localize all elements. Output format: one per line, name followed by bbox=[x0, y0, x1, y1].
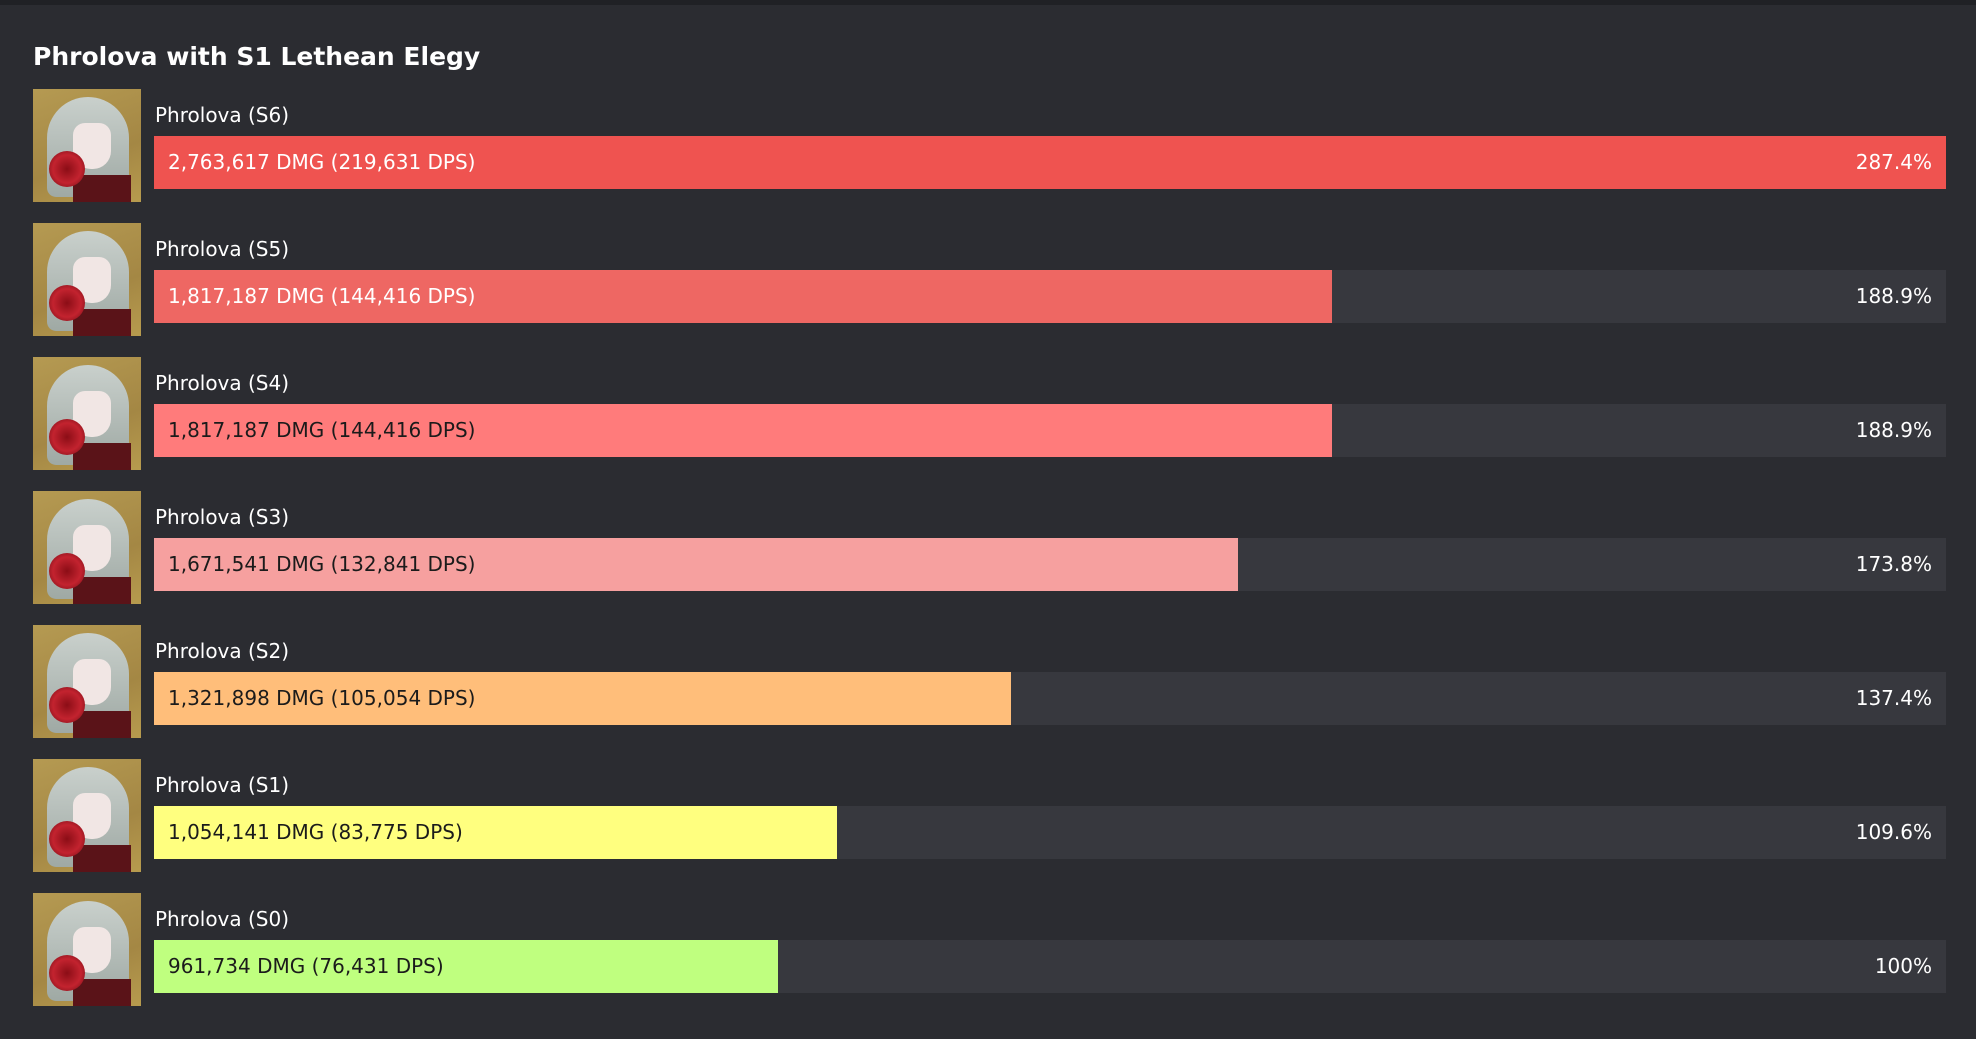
damage-label: 1,054,141 DMG (83,775 DPS) bbox=[168, 820, 463, 844]
character-name: Phrolova (S1) bbox=[155, 773, 290, 797]
list-item: Phrolova (S5) 1,817,187 DMG (144,416 DPS… bbox=[33, 223, 1946, 336]
top-border bbox=[0, 0, 1976, 5]
damage-bar-fill bbox=[154, 270, 1332, 323]
damage-bar-track: 1,054,141 DMG (83,775 DPS) 109.6% bbox=[154, 806, 1946, 859]
list-item: Phrolova (S0) 961,734 DMG (76,431 DPS) 1… bbox=[33, 893, 1946, 1006]
percent-label: 188.9% bbox=[1855, 418, 1932, 442]
list-item: Phrolova (S2) 1,321,898 DMG (105,054 DPS… bbox=[33, 625, 1946, 738]
damage-bar-fill bbox=[154, 806, 838, 859]
damage-label: 2,763,617 DMG (219,631 DPS) bbox=[168, 150, 476, 174]
percent-label: 137.4% bbox=[1855, 686, 1932, 710]
damage-bar-fill bbox=[154, 672, 1011, 725]
damage-bar-track: 2,763,617 DMG (219,631 DPS) 287.4% bbox=[154, 136, 1946, 189]
damage-label: 1,671,541 DMG (132,841 DPS) bbox=[168, 552, 476, 576]
character-name: Phrolova (S3) bbox=[155, 505, 290, 529]
damage-bar-track: 1,817,187 DMG (144,416 DPS) 188.9% bbox=[154, 270, 1946, 323]
damage-bar-fill bbox=[154, 538, 1238, 591]
character-name: Phrolova (S0) bbox=[155, 907, 290, 931]
character-avatar bbox=[33, 223, 141, 336]
percent-label: 188.9% bbox=[1855, 284, 1932, 308]
damage-bar-track: 1,671,541 DMG (132,841 DPS) 173.8% bbox=[154, 538, 1946, 591]
character-avatar bbox=[33, 357, 141, 470]
percent-label: 173.8% bbox=[1855, 552, 1932, 576]
percent-label: 287.4% bbox=[1855, 150, 1932, 174]
list-item: Phrolova (S6) 2,763,617 DMG (219,631 DPS… bbox=[33, 89, 1946, 202]
character-name: Phrolova (S2) bbox=[155, 639, 290, 663]
list-item: Phrolova (S1) 1,054,141 DMG (83,775 DPS)… bbox=[33, 759, 1946, 872]
list-item: Phrolova (S4) 1,817,187 DMG (144,416 DPS… bbox=[33, 357, 1946, 470]
damage-bar-fill bbox=[154, 940, 778, 993]
character-name: Phrolova (S4) bbox=[155, 371, 290, 395]
damage-bar-fill bbox=[154, 404, 1332, 457]
character-avatar bbox=[33, 491, 141, 604]
page-title: Phrolova with S1 Lethean Elegy bbox=[33, 42, 481, 71]
damage-bar-fill bbox=[154, 136, 1946, 189]
percent-label: 100% bbox=[1874, 954, 1932, 978]
damage-label: 1,817,187 DMG (144,416 DPS) bbox=[168, 284, 476, 308]
percent-label: 109.6% bbox=[1855, 820, 1932, 844]
character-name: Phrolova (S6) bbox=[155, 103, 290, 127]
damage-bar-track: 961,734 DMG (76,431 DPS) 100% bbox=[154, 940, 1946, 993]
list-item: Phrolova (S3) 1,671,541 DMG (132,841 DPS… bbox=[33, 491, 1946, 604]
damage-label: 961,734 DMG (76,431 DPS) bbox=[168, 954, 444, 978]
character-avatar bbox=[33, 625, 141, 738]
damage-label: 1,817,187 DMG (144,416 DPS) bbox=[168, 418, 476, 442]
damage-bar-track: 1,321,898 DMG (105,054 DPS) 137.4% bbox=[154, 672, 1946, 725]
character-name: Phrolova (S5) bbox=[155, 237, 290, 261]
damage-bar-track: 1,817,187 DMG (144,416 DPS) 188.9% bbox=[154, 404, 1946, 457]
character-avatar bbox=[33, 893, 141, 1006]
damage-label: 1,321,898 DMG (105,054 DPS) bbox=[168, 686, 476, 710]
character-avatar bbox=[33, 759, 141, 872]
character-avatar bbox=[33, 89, 141, 202]
